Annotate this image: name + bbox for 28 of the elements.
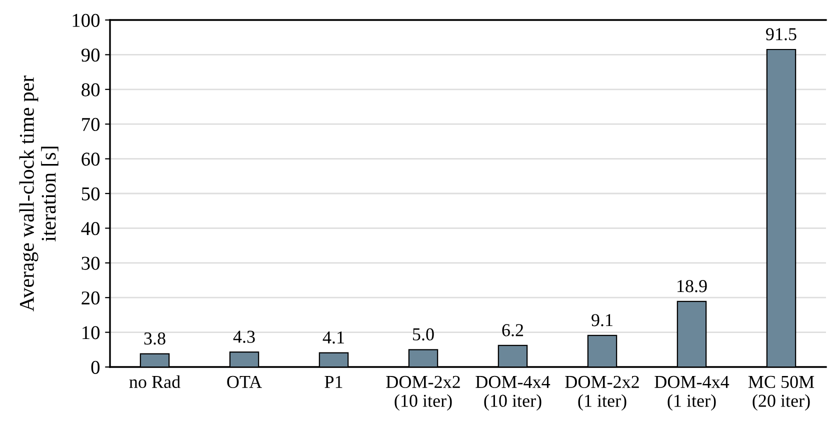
x-tick-label: OTA: [227, 376, 262, 388]
data-label: 4.1: [322, 331, 344, 344]
y-tick-label: 0: [91, 360, 100, 374]
y-tick-label: 30: [82, 256, 100, 270]
y-tick-label: 10: [82, 326, 100, 340]
x-tick-label: no Rad: [129, 375, 180, 388]
x-tick-label: P1: [324, 376, 342, 388]
x-tick-label: DOM-2x2 (1 iter): [565, 376, 639, 411]
y-tick-label: 100: [72, 14, 100, 27]
data-label: 5.0: [413, 328, 434, 341]
y-axis-title: Average wall-clock time per iteration [s]: [19, 76, 58, 312]
y-tick-label: 20: [82, 291, 100, 305]
y-tick-label: 80: [82, 83, 100, 96]
data-label: 18.9: [678, 280, 707, 292]
data-label: 91.5: [766, 28, 796, 40]
x-tick-label: DOM-4x4 (10 iter): [476, 376, 550, 411]
y-tick-label: 70: [82, 118, 100, 132]
data-label: 3.8: [144, 332, 166, 345]
y-tick-label: 60: [82, 152, 100, 166]
x-tick-label: MC 50M (20 iter): [748, 376, 814, 411]
data-label: 9.1: [592, 314, 612, 326]
y-tick-label: 50: [82, 187, 100, 200]
y-tick-label: 90: [81, 48, 100, 62]
data-label: 6.2: [502, 324, 524, 336]
x-tick-label: DOM-2x2 (10 iter): [386, 376, 460, 411]
x-tick-label: DOM-4x4 (1 iter): [654, 376, 730, 411]
data-label: 4.3: [233, 330, 255, 343]
y-tick-label: 40: [81, 222, 100, 236]
